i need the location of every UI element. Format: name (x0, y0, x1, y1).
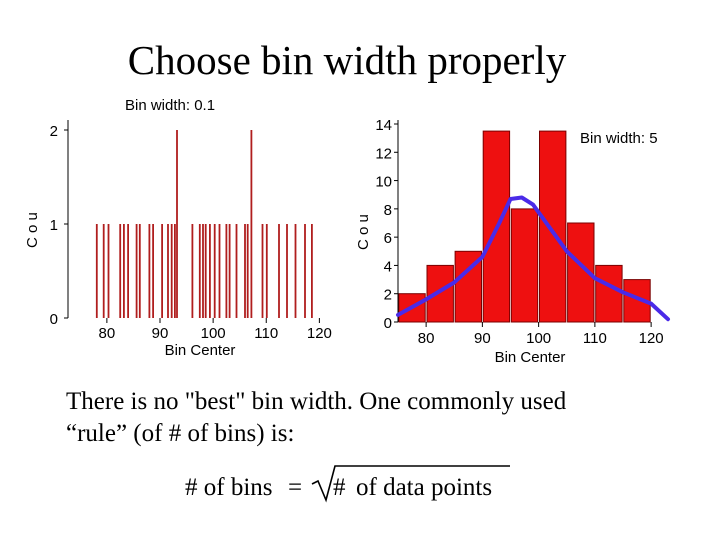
chart2-bar (595, 264, 623, 323)
chart2-ticks: 0 2 4 6 8 10 12 14 80 90 100 110 120 (375, 117, 663, 347)
body-text-line-2: “rule” (of # of bins) is: (66, 420, 295, 447)
chart2-bar (539, 130, 567, 323)
formula-lhs: # of bins (185, 474, 273, 501)
chart1-y-tick-label: 0 (50, 311, 58, 328)
chart1-bar (278, 224, 280, 318)
chart1-bar (286, 224, 288, 318)
chart2-y-tick-label: 4 (384, 258, 392, 275)
body-text-line-1: There is no "best" bin width. One common… (66, 388, 567, 415)
chart1-bar (119, 224, 122, 318)
chart2-bar (510, 208, 539, 323)
chart1-bar (135, 224, 138, 318)
chart1-bar (138, 224, 141, 318)
chart1-ticks: 0 1 2 80 90 100 110 120 (50, 123, 332, 342)
chart1-x-label: Bin Center (165, 342, 236, 359)
chart2-y-tick-label: 14 (375, 117, 392, 134)
chart1-y-label-fragment: C o u (24, 212, 41, 248)
chart1-bar (311, 224, 313, 318)
chart1-x-tick-label: 120 (307, 325, 332, 342)
formula-hash: # (333, 474, 346, 501)
chart1-bar (235, 224, 238, 318)
chart1-bar (127, 224, 129, 318)
chart1-bar (102, 224, 105, 318)
chart1-bar (204, 224, 207, 318)
chart1-bar (244, 224, 246, 318)
chart2-y-tick-label: 0 (384, 315, 392, 332)
chart1-bar (202, 224, 204, 318)
chart2-x-tick-label: 100 (526, 330, 551, 347)
chart1-bar (198, 224, 201, 318)
chart2-x-tick-label: 80 (418, 330, 435, 347)
chart1-bar (176, 130, 178, 318)
chart1-bar (123, 224, 125, 318)
chart1-bar (161, 224, 163, 318)
chart1-bar (218, 224, 221, 318)
chart1-bar (246, 224, 249, 318)
chart1-x-tick-label: 90 (152, 325, 169, 342)
chart1-bar (167, 224, 169, 318)
chart1-bar (213, 224, 216, 318)
chart2-bar (454, 250, 483, 323)
slide-title: Choose bin width properly (127, 37, 567, 83)
chart1-bar (209, 224, 211, 318)
chart2-x-tick-label: 90 (474, 330, 491, 347)
chart1-y-tick-label: 2 (50, 123, 58, 140)
chart1-bars (95, 130, 313, 318)
chart1-bar (107, 224, 110, 318)
chart2-y-tick-label: 8 (384, 202, 392, 219)
chart1-x-tick-label: 80 (99, 325, 116, 342)
chart1-bar (152, 224, 154, 318)
chart1-x-tick-label: 110 (254, 325, 278, 342)
chart2-annotation: Bin width: 5 (580, 130, 658, 147)
chart1-annotation: Bin width: 0.1 (125, 97, 215, 114)
chart1-bar (191, 224, 194, 318)
chart2-x-label: Bin Center (495, 349, 566, 366)
chart2-y-tick-label: 2 (384, 287, 392, 304)
chart1-y-tick-label: 1 (50, 217, 58, 234)
chart1-bar (170, 224, 173, 318)
chart2-y-label-fragment: C o u (355, 214, 372, 250)
chart1-bar (304, 224, 306, 318)
chart1-bar (261, 224, 264, 318)
chart2-x-tick-label: 120 (639, 330, 664, 347)
chart2-x-tick-label: 110 (583, 330, 607, 347)
chart1-bar (148, 224, 151, 318)
chart2-bars (398, 130, 651, 323)
chart2-fit-curve (396, 195, 670, 322)
formula-sqrt-sign (311, 465, 510, 503)
chart1-bar (250, 130, 253, 318)
body-text: There is no "best" bin width. One common… (66, 386, 666, 450)
chart2-y-tick-label: 12 (375, 145, 392, 162)
chart2-y-tick-label: 10 (375, 174, 392, 191)
formula-rhs: of data points (356, 474, 492, 501)
chart1-bar (225, 224, 228, 318)
chart1-bar (228, 224, 231, 318)
chart1-bar (265, 224, 268, 318)
chart1-bar (294, 224, 297, 318)
chart2-bar (426, 264, 454, 323)
chart2-y-tick-label: 6 (384, 230, 392, 247)
formula-equals: = (288, 474, 302, 501)
chart1-x-tick-label: 100 (201, 325, 226, 342)
chart1-bar (174, 224, 176, 318)
chart1-bar (95, 224, 98, 318)
